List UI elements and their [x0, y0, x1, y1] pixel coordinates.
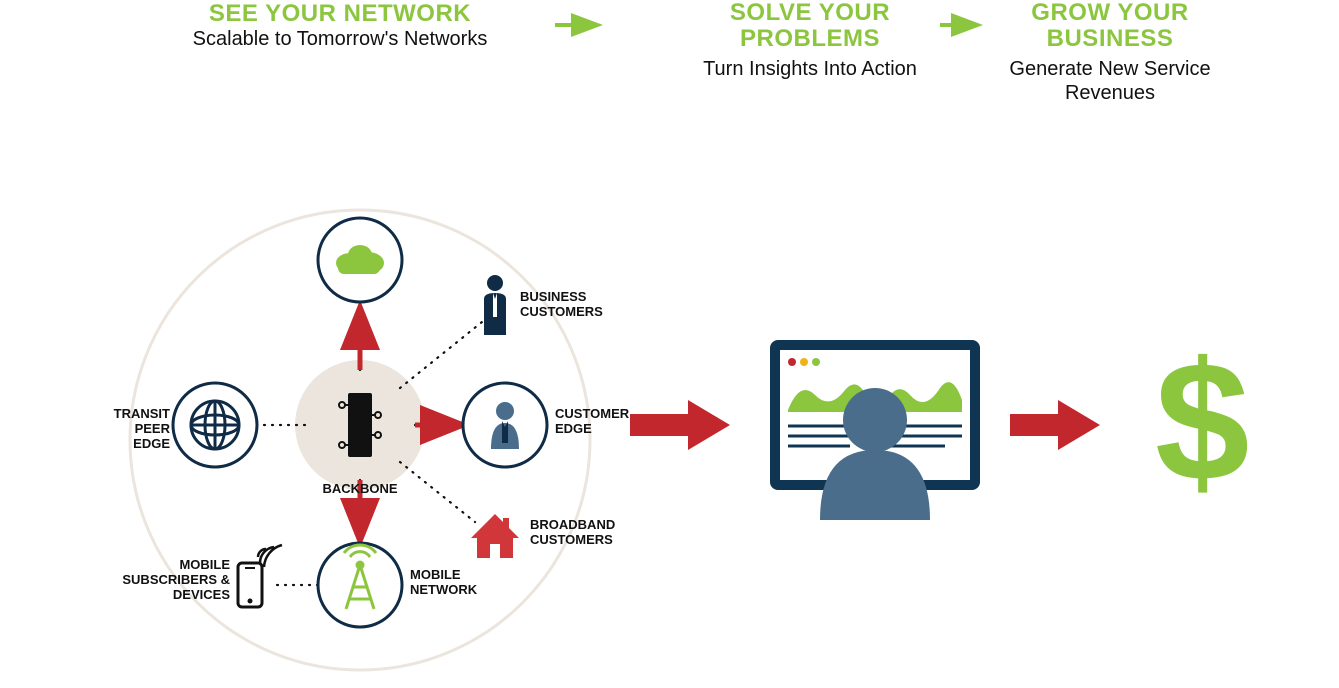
mobile-network-node	[318, 543, 402, 627]
business-customers-label: BUSINESS CUSTOMERS	[520, 290, 630, 320]
cloud-node	[318, 218, 402, 302]
transit-label: TRANSIT PEER EDGE	[95, 407, 170, 452]
customer-label: CUSTOMER EDGE	[555, 407, 655, 437]
broadband-customers-icon	[471, 514, 519, 558]
monitor-icon	[770, 340, 980, 520]
broadband-customers-label: BROADBAND CUSTOMERS	[530, 518, 640, 548]
mobile-subscribers-label: MOBILE SUBSCRIBERS & DEVICES	[115, 558, 230, 603]
business-customers-icon	[484, 275, 506, 335]
dollar-icon: $	[1155, 327, 1250, 517]
transit-node	[173, 383, 257, 467]
mobile-phone-icon	[238, 545, 282, 607]
backbone-label: BACKBONE	[300, 482, 420, 497]
big-arrow-2-icon	[1010, 400, 1100, 450]
customer-node	[463, 383, 547, 467]
mobile-network-label: MOBILE NETWORK	[410, 568, 510, 598]
